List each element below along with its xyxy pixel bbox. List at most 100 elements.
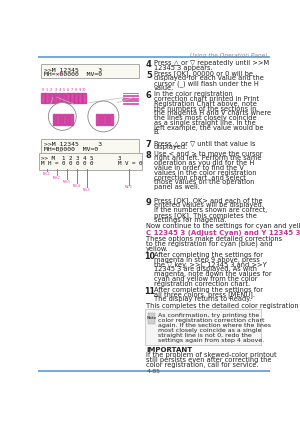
Bar (62, 94, 65, 102)
Text: In the color registration: In the color registration (154, 91, 232, 97)
Circle shape (88, 101, 119, 132)
FancyBboxPatch shape (145, 309, 262, 345)
Text: Press [OK]. 00000 or 0 will be: Press [OK]. 00000 or 0 will be (154, 71, 253, 77)
Text: displayed for each value and the: displayed for each value and the (154, 75, 264, 81)
Text: If the problem of skewed-color printout: If the problem of skewed-color printout (146, 352, 277, 358)
Text: 12345 3 are displayed. As with: 12345 3 are displayed. As with (154, 266, 257, 272)
Text: This completes the detailed color registration correction.: This completes the detailed color regist… (146, 303, 300, 309)
Text: the numbers of the sections in: the numbers of the sections in (154, 105, 256, 111)
Text: registration correction chart.: registration correction chart. (154, 280, 250, 286)
Text: 3: 3 (54, 88, 57, 92)
Text: press [OK]. This completes the: press [OK]. This completes the (154, 212, 256, 219)
Text: those values on the operation: those values on the operation (154, 179, 254, 185)
Bar (82, 94, 86, 102)
Text: >>M 12345     3: >>M 12345 3 (44, 68, 102, 73)
Bar (67, 114, 69, 125)
Text: 11: 11 (144, 287, 155, 296)
Text: The display returns to Ready.: The display returns to Ready. (154, 297, 251, 303)
Text: After completing the settings for: After completing the settings for (154, 252, 263, 258)
Text: magenta in step 9 above, press: magenta in step 9 above, press (154, 257, 260, 263)
Text: the magenta H and V charts where: the magenta H and V charts where (154, 110, 271, 116)
Bar (56, 114, 59, 125)
Text: 10: 10 (82, 88, 86, 92)
Text: the lines most closely coincide: the lines most closely coincide (154, 115, 256, 121)
Text: IMPORTANT: IMPORTANT (146, 348, 192, 354)
Bar (103, 114, 106, 125)
Bar (100, 114, 102, 125)
Text: *: * (58, 72, 62, 78)
Text: the ▽ key. >>C 12345 3 and >>Y: the ▽ key. >>C 12345 3 and >>Y (154, 261, 266, 267)
Text: cursor (_) will flash under the H: cursor (_) will flash under the H (154, 80, 259, 87)
Text: 8: 8 (146, 150, 152, 160)
Text: After completing the settings for: After completing the settings for (154, 287, 263, 293)
Text: 8: 8 (75, 88, 77, 92)
Text: 12345 3 appears.: 12345 3 appears. (154, 65, 212, 71)
Text: MH-2: MH-2 (53, 176, 61, 180)
Text: Use < and > to move the cursor: Use < and > to move the cursor (154, 150, 262, 157)
Text: As confirmation, try printing the: As confirmation, try printing the (158, 313, 259, 318)
Text: C 12345 3 (Adjust Cyan) and Y 12345 3 (Adjust Yellow ): C 12345 3 (Adjust Cyan) and Y 12345 3 (A… (146, 230, 300, 236)
Bar (70, 114, 73, 125)
Text: Press [OK]. OK> and each of the: Press [OK]. OK> and each of the (154, 198, 262, 204)
Text: panel as well.: panel as well. (154, 184, 200, 190)
Text: left example, the value would be: left example, the value would be (154, 125, 263, 130)
Text: MH-5: MH-5 (83, 187, 91, 192)
Bar (107, 114, 109, 125)
Text: >> M  1 2 3 4 5       3: >> M 1 2 3 4 5 3 (41, 156, 122, 162)
Text: Note: Note (146, 316, 157, 320)
Text: MH-4: MH-4 (73, 184, 81, 188)
Text: 5: 5 (146, 71, 152, 79)
Bar (60, 114, 62, 125)
Bar (78, 94, 82, 102)
Text: value in order to find the V: value in order to find the V (154, 165, 244, 171)
Text: MH-3: MH-3 (63, 180, 71, 184)
Bar (64, 114, 66, 125)
Bar (54, 94, 57, 102)
Text: 4-85: 4-85 (147, 369, 161, 374)
Text: 9: 9 (79, 88, 81, 92)
Text: straight line is not 0, redo the: straight line is not 0, redo the (158, 333, 251, 338)
Text: 10: 10 (144, 252, 155, 261)
Text: as a single straight line. In the: as a single straight line. In the (154, 120, 256, 126)
Text: right and left. Perform the same: right and left. Perform the same (154, 156, 261, 162)
Text: MH=B0000  MV=0: MH=B0000 MV=0 (44, 147, 98, 152)
Text: Registration Chart above, note: Registration Chart above, note (154, 101, 256, 107)
Bar (74, 94, 78, 102)
Text: If the numbers shown are correct,: If the numbers shown are correct, (154, 207, 267, 213)
Text: 1: 1 (46, 88, 48, 92)
Text: Press △ or ▽ until that value is: Press △ or ▽ until that value is (154, 139, 255, 145)
Text: to the registration for cyan (blue) and: to the registration for cyan (blue) and (146, 241, 273, 247)
Text: MV-0: MV-0 (125, 185, 133, 189)
FancyBboxPatch shape (41, 65, 139, 78)
Text: 7: 7 (146, 139, 152, 149)
Text: magenta, note down the values for: magenta, note down the values for (154, 271, 272, 277)
Bar (148, 313, 155, 323)
Text: 9: 9 (146, 198, 152, 207)
Bar (58, 94, 61, 102)
Text: Press △ or ▽ repeatedly until >>M: Press △ or ▽ repeatedly until >>M (154, 60, 269, 66)
Text: 6: 6 (146, 91, 152, 100)
Text: cyan and yellow from the color: cyan and yellow from the color (154, 276, 257, 282)
Text: 5: 5 (62, 88, 65, 92)
Circle shape (48, 102, 76, 130)
Text: 6: 6 (67, 88, 69, 92)
Text: most closely coincide as a single: most closely coincide as a single (158, 328, 261, 333)
Text: correction chart printed in Print: correction chart printed in Print (154, 96, 259, 102)
FancyBboxPatch shape (39, 153, 142, 170)
Bar (66, 94, 70, 102)
Bar (46, 94, 49, 102)
Text: all three colors, press [MENU].: all three colors, press [MENU]. (154, 292, 255, 298)
Text: Now continue to the settings for cyan and yellow.: Now continue to the settings for cyan an… (146, 223, 300, 229)
Text: still persists even after correcting the: still persists even after correcting the (146, 357, 272, 363)
Bar (70, 94, 74, 102)
Text: operation as you did for the H: operation as you did for the H (154, 160, 254, 166)
Text: settings for magenta.: settings for magenta. (154, 217, 226, 223)
Text: 4: 4 (58, 88, 61, 92)
Bar (41, 94, 45, 102)
Text: 0: 0 (42, 88, 44, 92)
Text: 7: 7 (71, 88, 73, 92)
Text: color registration, call for service.: color registration, call for service. (146, 362, 259, 368)
Text: again. If the section where the lines: again. If the section where the lines (158, 323, 271, 328)
Text: 4: 4 (146, 60, 152, 69)
Bar (96, 114, 99, 125)
